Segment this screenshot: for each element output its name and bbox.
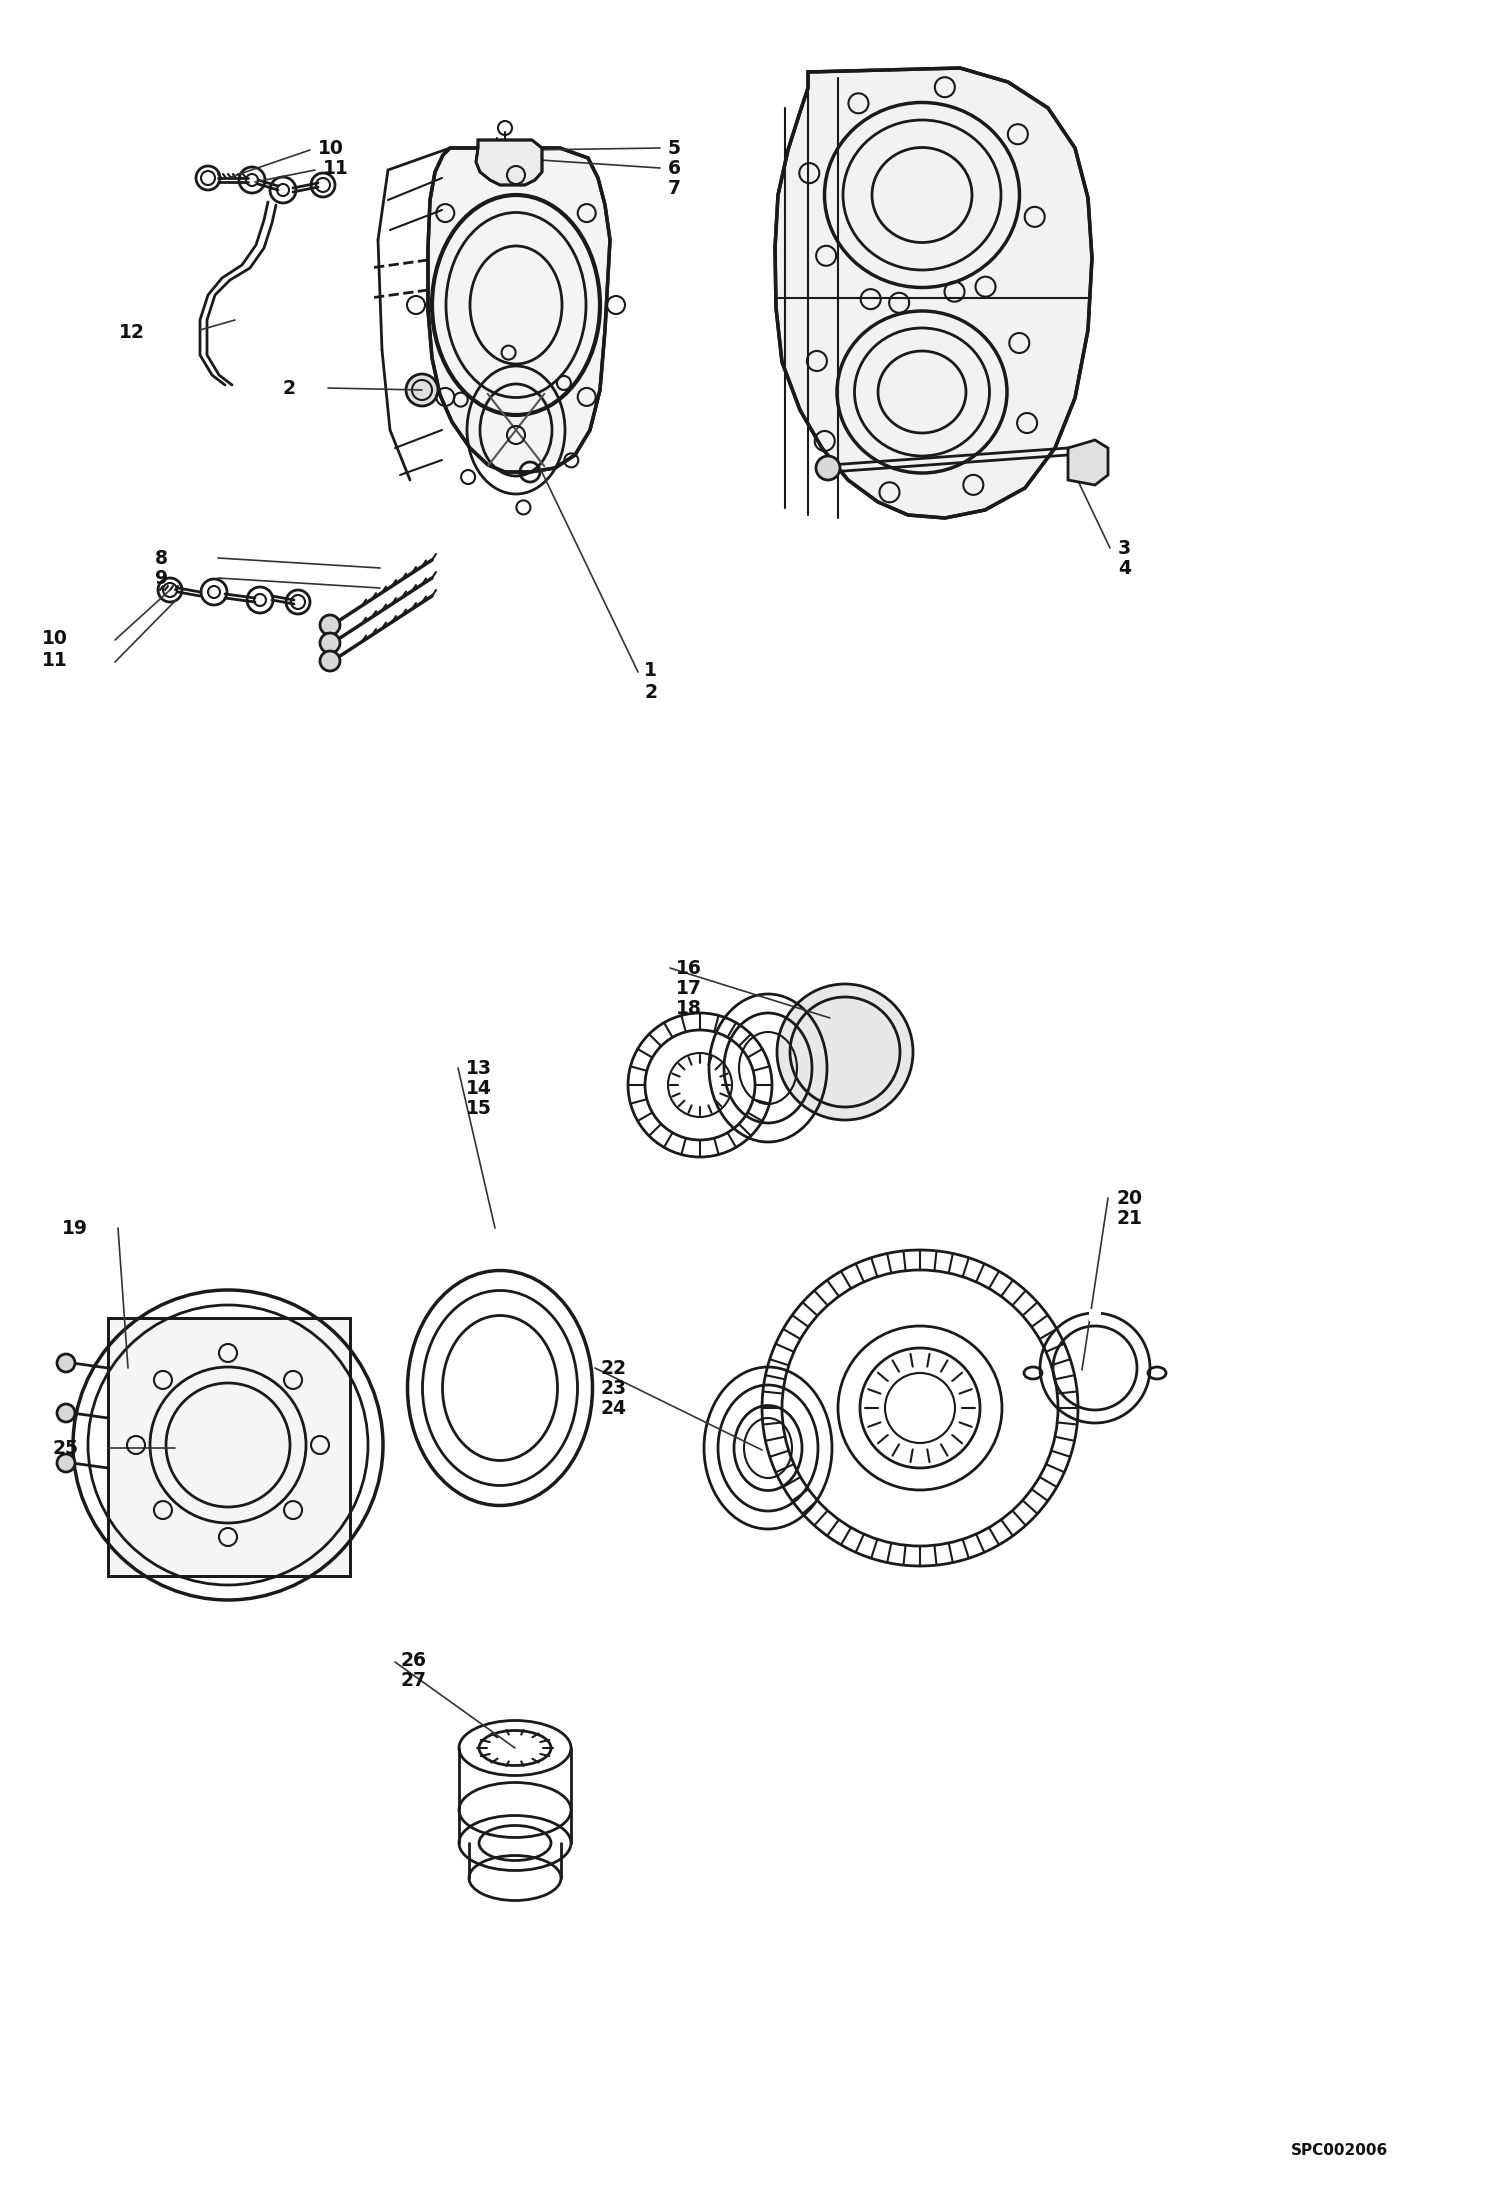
Text: 18: 18 xyxy=(676,998,703,1018)
Text: 21: 21 xyxy=(1116,1209,1141,1226)
Polygon shape xyxy=(428,147,610,472)
Text: 10: 10 xyxy=(42,627,67,647)
Text: 24: 24 xyxy=(601,1398,626,1417)
Text: 19: 19 xyxy=(61,1218,88,1237)
Text: 4: 4 xyxy=(1118,559,1131,577)
Text: 10: 10 xyxy=(318,138,345,158)
Text: 2: 2 xyxy=(644,682,658,702)
Bar xyxy=(108,1319,351,1575)
Text: 23: 23 xyxy=(601,1378,626,1398)
Bar xyxy=(1089,1310,1101,1321)
Text: 11: 11 xyxy=(324,158,349,178)
Text: 1: 1 xyxy=(644,660,658,680)
Text: 3: 3 xyxy=(1118,538,1131,557)
Polygon shape xyxy=(774,68,1092,518)
Text: 7: 7 xyxy=(668,178,682,197)
Text: 8: 8 xyxy=(154,548,168,568)
Text: 2: 2 xyxy=(283,380,297,397)
Text: 26: 26 xyxy=(400,1650,425,1670)
Circle shape xyxy=(321,614,340,634)
Text: 16: 16 xyxy=(676,959,703,979)
Circle shape xyxy=(777,983,912,1119)
Text: 13: 13 xyxy=(466,1058,491,1077)
Circle shape xyxy=(321,652,340,671)
Text: 5: 5 xyxy=(668,138,682,158)
Circle shape xyxy=(57,1455,75,1472)
Polygon shape xyxy=(476,140,542,184)
Text: SPC002006: SPC002006 xyxy=(1291,2144,1389,2159)
Text: 17: 17 xyxy=(676,979,703,998)
Text: 25: 25 xyxy=(52,1439,78,1457)
Text: 27: 27 xyxy=(400,1670,425,1689)
Text: 15: 15 xyxy=(466,1099,491,1117)
Polygon shape xyxy=(1068,441,1109,485)
Bar xyxy=(108,1319,351,1575)
Text: 20: 20 xyxy=(1116,1189,1141,1207)
Circle shape xyxy=(406,373,437,406)
Text: 6: 6 xyxy=(668,158,682,178)
Text: 9: 9 xyxy=(154,568,168,588)
Text: 12: 12 xyxy=(120,323,145,342)
Text: 11: 11 xyxy=(42,649,67,669)
Circle shape xyxy=(57,1354,75,1371)
Circle shape xyxy=(57,1404,75,1422)
Text: 22: 22 xyxy=(601,1358,626,1378)
Circle shape xyxy=(816,456,840,480)
Text: 14: 14 xyxy=(466,1079,491,1097)
Circle shape xyxy=(321,634,340,654)
